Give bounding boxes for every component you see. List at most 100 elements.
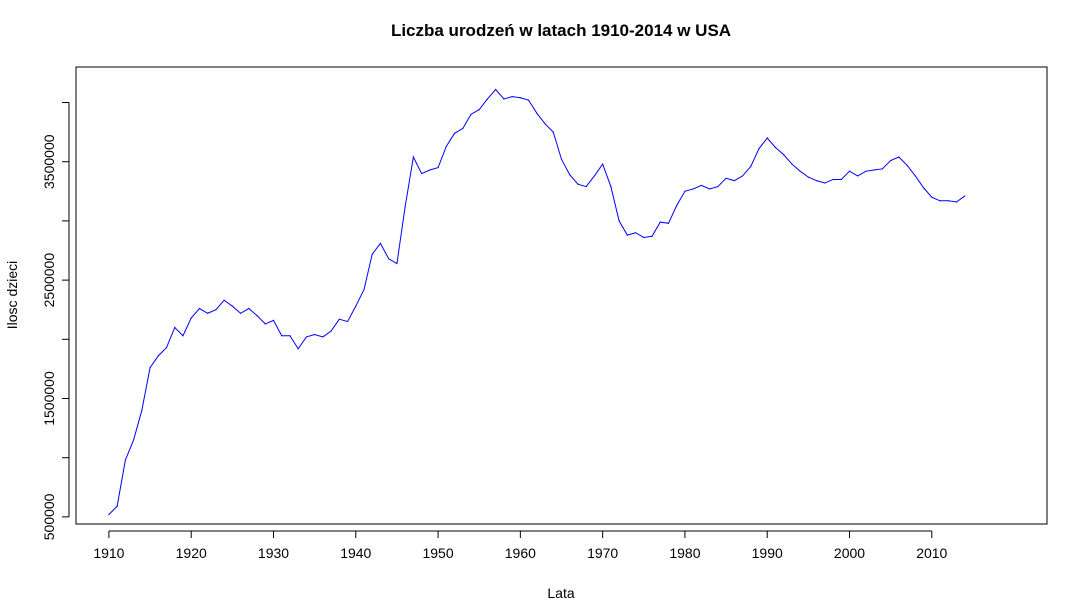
x-tick-label: 1950 [422,545,453,561]
data-point [503,98,505,100]
data-point [585,185,587,188]
data-point [363,288,365,291]
data-point [297,348,299,350]
data-point [330,330,332,332]
data-point [141,409,143,411]
data-point [289,335,291,337]
y-axis: 500000 1500000 2500000 3500000 [41,102,70,540]
data-point [264,323,266,325]
data-point [108,513,110,516]
data-point [832,178,834,181]
x-tick-label: 1910 [93,545,124,561]
data-point [281,335,283,337]
data-point [453,132,456,134]
data-point [610,185,612,188]
x-tick-label: 1980 [669,545,700,561]
data-point [478,109,480,111]
x-axis: 1910 1920 1930 1940 1950 1960 1970 1980 1990 2000… [93,530,948,561]
data-point [223,299,225,301]
data-point [881,168,884,170]
data-point [906,164,908,166]
x-tick-label: 1920 [176,545,207,561]
data-point [198,307,201,310]
data-point [412,156,414,158]
data-point [149,367,151,369]
x-tick-label: 1960 [505,545,536,561]
x-tick-label: 2000 [834,545,865,561]
data-point [256,315,258,317]
data-point [429,169,431,171]
x-tick-label: 2010 [916,545,947,561]
data-point [124,459,126,461]
x-tick-label: 1970 [587,545,618,561]
data-point [338,318,340,320]
data-point [700,184,702,186]
data-point [684,190,686,192]
data-point [659,221,661,223]
data-point [379,242,382,245]
data-point [544,123,546,125]
data-point [890,159,892,162]
data-point [207,312,209,314]
data-point [964,195,966,197]
data-point [750,165,752,168]
data-point [437,167,439,169]
data-point [511,95,513,98]
data-point [922,187,925,189]
data-point [766,137,768,139]
data-point [560,158,563,160]
data-point [955,201,958,203]
data-point [626,234,628,236]
data-point [758,148,760,150]
data-point [190,317,192,319]
plot-frame [75,66,1048,525]
data-point [857,175,859,177]
y-tick-label: 3500000 [41,134,57,189]
data-point [783,154,785,156]
data-point [248,307,250,310]
data-point [239,312,242,314]
data-point [939,200,941,202]
data-point [396,262,398,265]
data-point [873,169,875,171]
data-point [421,172,423,175]
data-point [272,319,275,321]
data-point [470,113,472,115]
data-point [593,175,596,177]
data-point [388,258,390,260]
data-point [848,170,851,172]
data-points [108,88,966,516]
data-point [462,127,464,130]
data-point [174,326,176,329]
data-point [371,253,373,255]
data-point [931,196,933,198]
data-point [495,88,497,91]
data-point [774,146,777,149]
y-tick-label: 500000 [41,493,57,540]
data-point [840,178,842,181]
data-point [947,200,949,202]
data-point [824,182,826,184]
data-point [799,170,801,172]
data-point [717,185,719,188]
data-point [791,163,793,165]
data-point [215,309,217,311]
data-point [676,204,678,207]
data-point [815,180,818,182]
data-point [807,176,809,178]
data-point [667,222,670,224]
data-point [651,235,653,237]
data-point [133,439,135,441]
data-point [725,177,727,179]
data-point [305,336,308,338]
data-point [733,180,735,182]
data-point [445,145,447,147]
data-point [404,206,406,208]
data-point [618,220,620,222]
chart-title: Liczba urodzeń w latach 1910-2014 w USA [391,21,731,40]
data-point [346,320,349,323]
x-tick-label: 1940 [340,545,371,561]
y-tick-label: 2500000 [41,253,57,308]
data-point [643,236,645,239]
